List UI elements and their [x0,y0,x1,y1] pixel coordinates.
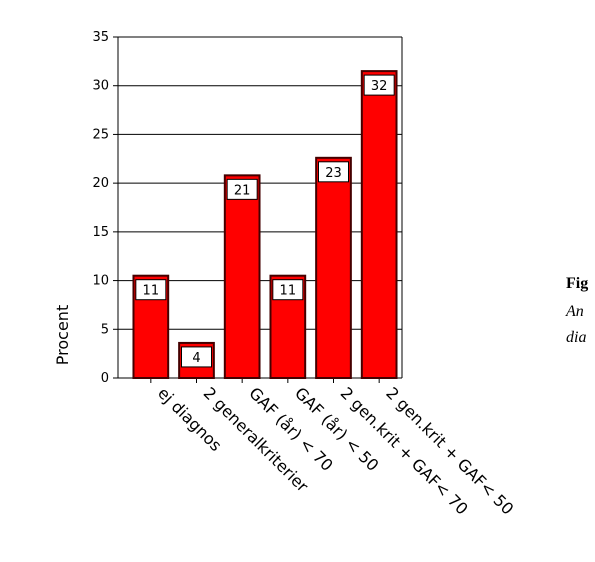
bar [315,156,352,379]
y-tick-label: 20 [92,176,109,191]
y-axis-label: Procent [53,305,72,365]
value-label: 21 [234,183,251,198]
value-label-box [318,161,349,183]
value-label-box [363,74,395,96]
value-label-box [272,279,304,301]
bar [360,70,398,379]
value-label-box [181,346,212,368]
value-label: 32 [371,79,388,94]
y-tick-label: 30 [92,79,109,94]
y-tick-label: 15 [92,225,109,240]
annotation: Fig [566,275,588,292]
annotation: dia [566,329,586,346]
value-label: 4 [192,351,200,366]
y-tick-label: 35 [92,30,109,45]
value-label-box [226,178,258,200]
value-label: 11 [280,284,297,299]
y-tick-label: 10 [92,274,109,289]
y-tick-label: 5 [101,322,109,337]
value-label: 11 [143,284,160,299]
y-tick-label: 0 [101,371,109,386]
bar [223,174,261,379]
value-label: 23 [325,166,342,181]
value-label-box [135,279,167,301]
annotation: An [565,303,584,320]
y-tick-label: 25 [92,127,109,142]
